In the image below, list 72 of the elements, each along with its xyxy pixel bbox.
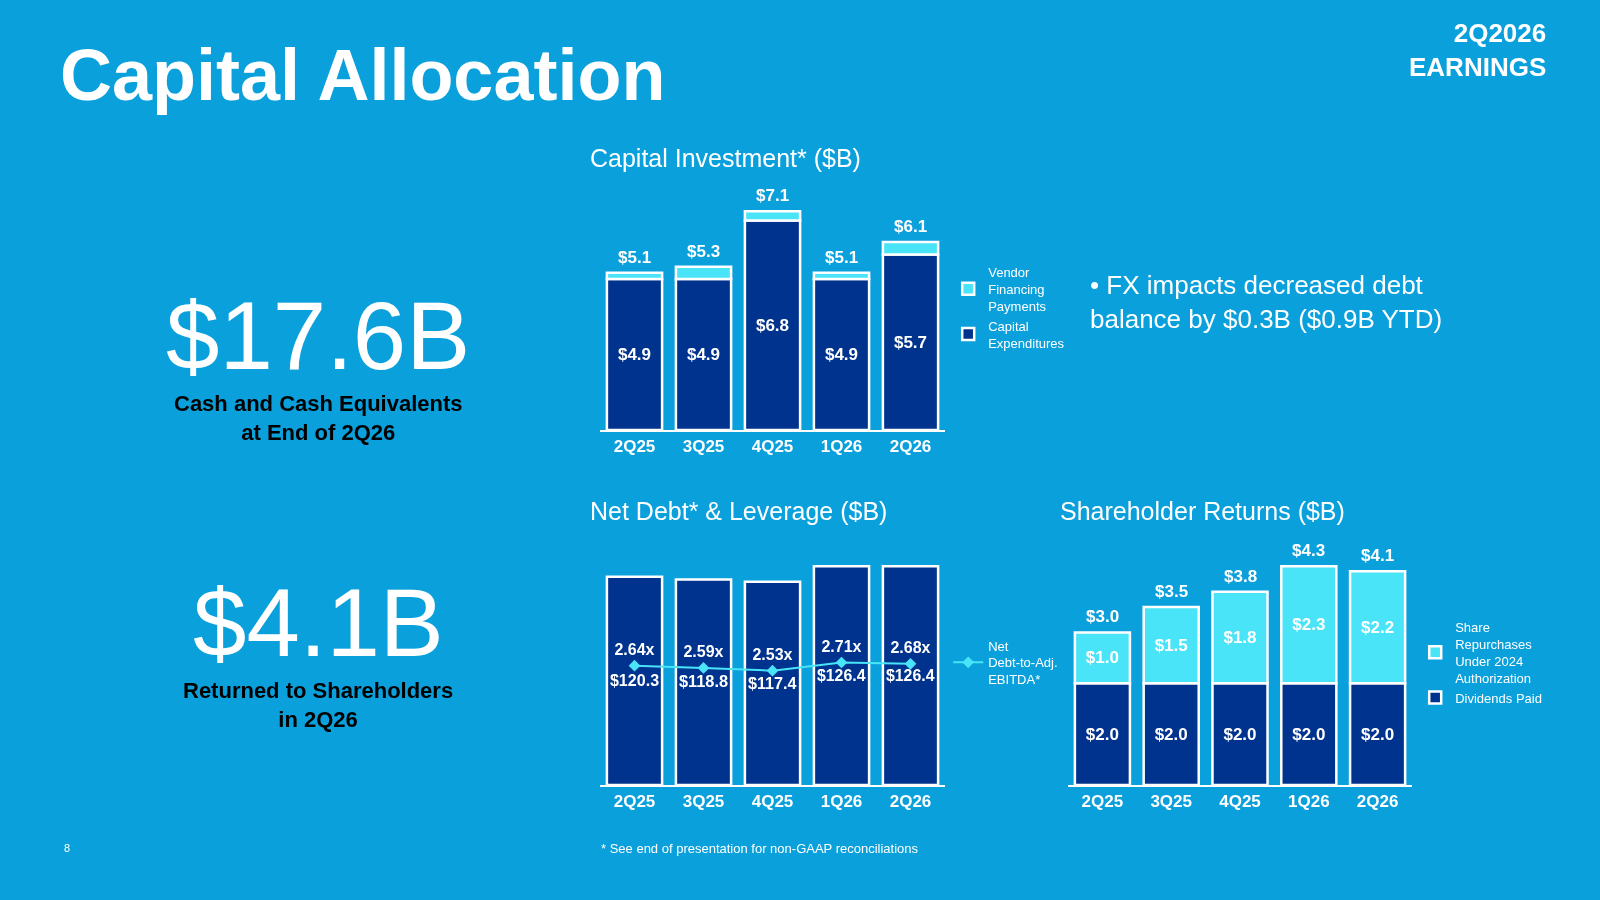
total-label: $5.3	[687, 242, 721, 261]
x-tick-label: 2Q25	[1081, 792, 1124, 812]
text: $17.6B	[166, 282, 471, 389]
text: $4.1B	[193, 569, 444, 676]
total-label: $3.0	[1086, 607, 1120, 626]
x-tick-label: 2Q26	[1356, 792, 1399, 812]
data-label: $2.3	[1292, 615, 1326, 635]
x-tick-label: 4Q25	[751, 792, 794, 812]
total-label: $3.5	[1155, 582, 1189, 601]
chart-title: Capital Investment* ($B)	[590, 144, 861, 172]
data-label: 2.68x	[890, 639, 931, 657]
data-label: $117.4	[747, 673, 797, 692]
data-label: $4.9	[686, 345, 721, 365]
legend-label: Share Repurchases Under 2024 Authorization	[1455, 620, 1533, 686]
x-tick-label: 3Q25	[682, 437, 725, 457]
total-label: $6.1	[894, 217, 928, 236]
x-tick-label: 1Q26	[1288, 792, 1330, 812]
x-tick-label: 4Q25	[1219, 792, 1261, 812]
data-label: $1.8	[1223, 627, 1257, 647]
data-label: $4.9	[824, 345, 859, 365]
total-label: $7.1	[756, 186, 790, 205]
data-label: $120.3	[609, 671, 660, 690]
total-label: $4.1	[1361, 546, 1395, 565]
x-tick-label: 2Q25	[613, 792, 656, 812]
data-label: 2.64x	[614, 641, 655, 659]
text: Cash and Cash Equivalents at End of 2Q26	[174, 391, 463, 445]
x-tick-label: 1Q26	[820, 437, 863, 457]
text: • FX impacts decreased debt balance by $0.3B ($0.9B YTD)	[1090, 270, 1443, 334]
data-label: $2.0	[1154, 724, 1188, 744]
x-tick-label: 2Q26	[889, 792, 932, 812]
chart-title: Net Debt* & Leverage ($B)	[590, 497, 888, 525]
data-label: $118.8	[678, 672, 729, 691]
total-label: $3.8	[1224, 567, 1258, 586]
data-label: 2.71x	[821, 637, 862, 655]
text: Returned to Shareholders in 2Q26	[183, 678, 454, 732]
data-label: $2.0	[1361, 724, 1395, 744]
chart-title: Shareholder Returns ($B)	[1060, 497, 1345, 525]
point	[904, 658, 917, 670]
total-label: $4.3	[1292, 541, 1326, 560]
text: Capital Allocation	[60, 35, 666, 115]
point	[697, 662, 710, 674]
data-label: $2.0	[1292, 724, 1326, 744]
data-label: $126.4	[885, 666, 935, 684]
data-label: 2.53x	[752, 646, 793, 664]
x-tick-label: 2Q25	[613, 437, 656, 457]
data-label: $2.0	[1085, 724, 1119, 744]
x-tick-label: 1Q26	[820, 792, 863, 812]
x-tick-label: 3Q25	[682, 792, 725, 812]
data-label: $4.9	[617, 345, 652, 365]
text: 2Q2026 EARNINGS	[1409, 18, 1547, 82]
total-label: $5.1	[825, 248, 859, 267]
data-label: $2.2	[1361, 617, 1395, 637]
data-label: $1.5	[1154, 635, 1188, 655]
x-tick-label: 2Q26	[889, 437, 932, 457]
text: 8	[64, 842, 71, 854]
x-tick-label: 3Q25	[1150, 792, 1192, 812]
legend-label: Net Debt-to-Adj. EBITDA*	[988, 638, 1058, 688]
point	[766, 664, 779, 677]
data-label: $6.8	[755, 315, 790, 335]
point	[835, 656, 848, 669]
legend-label: Dividends Paid	[1455, 690, 1542, 706]
data-label: $126.4	[816, 666, 866, 684]
data-label: $2.0	[1223, 724, 1257, 744]
x-tick-label: 4Q25	[751, 437, 794, 457]
point	[628, 659, 641, 672]
data-label: 2.59x	[683, 643, 724, 661]
legend-label: Vendor Financing Payments	[988, 265, 1047, 314]
data-label: $1.0	[1085, 648, 1119, 668]
total-label: $5.1	[618, 248, 652, 267]
data-label: $5.7	[893, 332, 928, 352]
legend-label: Capital Expenditures	[988, 318, 1065, 351]
text: * See end of presentation for non-GAAP reconciliations	[601, 841, 919, 856]
